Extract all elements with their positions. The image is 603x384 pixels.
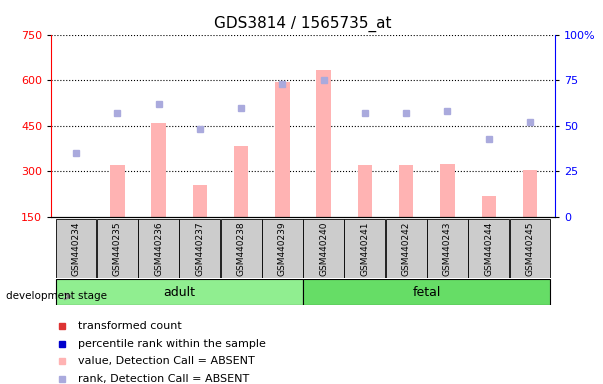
Bar (275, 82, 289, 217)
Text: value, Detection Call = ABSENT: value, Detection Call = ABSENT (78, 356, 255, 366)
Bar (317, 70, 331, 217)
Text: GSM440234: GSM440234 (72, 222, 81, 276)
Bar (97, 219, 137, 278)
Text: GSM440242: GSM440242 (402, 222, 411, 276)
Bar (110, 165, 124, 217)
Text: adult: adult (163, 286, 195, 299)
Text: GSM440244: GSM440244 (484, 222, 493, 276)
Text: GSM440236: GSM440236 (154, 221, 163, 276)
Text: GSM440245: GSM440245 (525, 222, 534, 276)
Bar (55, 279, 303, 305)
Bar (192, 185, 207, 217)
Bar (262, 219, 303, 278)
Bar (303, 219, 344, 278)
Text: GSM440240: GSM440240 (319, 222, 328, 276)
Bar (482, 196, 496, 217)
Text: percentile rank within the sample: percentile rank within the sample (78, 339, 266, 349)
Text: GSM440238: GSM440238 (236, 221, 245, 276)
Bar (386, 219, 426, 278)
Text: GSM440241: GSM440241 (361, 222, 370, 276)
Bar (399, 165, 414, 217)
Bar (427, 219, 468, 278)
Bar (440, 164, 455, 217)
Text: GSM440243: GSM440243 (443, 222, 452, 276)
Bar (303, 279, 551, 305)
Bar (344, 219, 385, 278)
Bar (180, 219, 220, 278)
Bar (221, 219, 262, 278)
Bar (358, 165, 372, 217)
Text: transformed count: transformed count (78, 321, 182, 331)
Bar (510, 219, 551, 278)
Bar (523, 170, 537, 217)
Text: GSM440239: GSM440239 (278, 221, 287, 276)
Bar (234, 146, 248, 217)
Text: GSM440237: GSM440237 (195, 221, 204, 276)
Bar (151, 123, 166, 217)
Bar (138, 219, 179, 278)
Text: fetal: fetal (412, 286, 441, 299)
Title: GDS3814 / 1565735_at: GDS3814 / 1565735_at (214, 16, 392, 32)
Bar (469, 219, 509, 278)
Text: rank, Detection Call = ABSENT: rank, Detection Call = ABSENT (78, 374, 249, 384)
Bar (55, 219, 96, 278)
Text: development stage: development stage (6, 291, 107, 301)
Text: GSM440235: GSM440235 (113, 221, 122, 276)
